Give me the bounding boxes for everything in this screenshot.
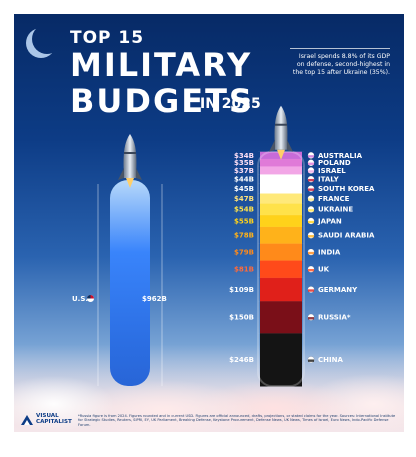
rocket-body bbox=[274, 105, 288, 150]
value-label-ukraine: $54B bbox=[234, 206, 254, 214]
countries-rocket-icon bbox=[269, 105, 293, 160]
country-label-germany: GERMANY bbox=[318, 286, 358, 294]
title-line-2: MILITARY bbox=[70, 46, 253, 84]
bar-germany bbox=[260, 277, 302, 302]
annotation-text: Israel spends 8.8% of its GDP on defense… bbox=[292, 53, 390, 76]
title-line-1: TOP 15 bbox=[70, 28, 145, 48]
label-us-name: U.S. bbox=[72, 295, 88, 303]
title-year: IN 2025 bbox=[200, 96, 261, 112]
country-label-russia: RUSSIA* bbox=[318, 314, 351, 322]
value-label-poland: $35B bbox=[234, 159, 254, 167]
value-label-italy: $44B bbox=[234, 176, 254, 184]
bar-russia bbox=[260, 301, 302, 334]
rocket-flame bbox=[277, 149, 285, 160]
countries-stack bbox=[257, 150, 305, 387]
value-label-japan: $55B bbox=[234, 217, 254, 225]
country-labels: $34B AUSTRALIA $35B POLAND $37B ISRAEL $44B ITA… bbox=[229, 151, 375, 364]
country-label-ukraine: UKRAINE bbox=[318, 206, 353, 214]
country-label-saudi-arabia: SAUDI ARABIA bbox=[318, 232, 375, 240]
country-label-italy: ITALY bbox=[318, 176, 340, 184]
country-label-poland: POLAND bbox=[318, 159, 351, 167]
value-label-saudi-arabia: $78B bbox=[234, 232, 254, 240]
value-label-south-korea: $45B bbox=[234, 185, 254, 193]
bar-uk bbox=[260, 260, 302, 279]
logo-text: VISUAL CAPITALIST bbox=[36, 413, 72, 425]
label-us-value: $962B bbox=[142, 295, 167, 303]
country-label-south-korea: SOUTH KOREA bbox=[318, 185, 375, 193]
logo-line-2: CAPITALIST bbox=[36, 419, 72, 425]
chart: U.S. $962B $34B AUSTRALIA $35B POLAND $37B ISR… bbox=[72, 105, 375, 387]
rocket-fin-right bbox=[136, 168, 142, 180]
country-label-japan: JAPAN bbox=[317, 217, 342, 225]
bar-us bbox=[110, 180, 150, 386]
us-group: U.S. $962B bbox=[72, 180, 167, 386]
bar-india bbox=[260, 243, 302, 262]
country-label-india: INDIA bbox=[318, 248, 341, 256]
clouds bbox=[14, 344, 404, 432]
visual-capitalist-logo-icon bbox=[21, 415, 33, 425]
bar-japan bbox=[260, 215, 302, 228]
value-label-israel: $37B bbox=[234, 167, 254, 175]
country-label-australia: AUSTRALIA bbox=[318, 152, 363, 160]
rocket-fin-left bbox=[118, 168, 124, 180]
rocket-fin-left bbox=[269, 139, 275, 152]
value-label-france: $47B bbox=[234, 195, 254, 203]
value-label-germany: $109B bbox=[229, 286, 254, 294]
bar-poland bbox=[260, 159, 302, 168]
rocket-band bbox=[124, 152, 136, 154]
title-line-3: BUDGETS bbox=[70, 82, 254, 120]
country-label-france: FRANCE bbox=[318, 195, 350, 203]
bar-france bbox=[260, 193, 302, 205]
us-rocket-icon bbox=[118, 134, 142, 188]
annotation-box: Israel spends 8.8% of its GDP on defense… bbox=[290, 48, 390, 77]
country-label-china: CHINA bbox=[318, 356, 343, 364]
footnote: *Russia figure is from 2024. Figures rou… bbox=[78, 414, 396, 427]
bar-china bbox=[260, 333, 302, 387]
logo-line-1: VISUAL bbox=[36, 413, 59, 419]
value-label-australia: $34B bbox=[234, 152, 254, 160]
value-label-china: $246B bbox=[229, 356, 254, 364]
flag-us-icon bbox=[87, 295, 94, 302]
rocket-flame bbox=[126, 178, 134, 188]
country-label-uk: UK bbox=[318, 266, 330, 274]
rocket-body bbox=[123, 134, 137, 178]
rocket-band bbox=[275, 123, 287, 126]
value-label-russia: $150B bbox=[229, 314, 254, 322]
value-label-uk: $81B bbox=[234, 266, 254, 274]
bar-israel bbox=[260, 166, 302, 175]
bar-ukraine bbox=[260, 203, 302, 216]
bar-italy bbox=[260, 174, 302, 185]
footer: VISUAL CAPITALIST *Russia figure is from… bbox=[20, 412, 400, 430]
rocket-fin-right bbox=[287, 139, 293, 152]
country-label-israel: ISRAEL bbox=[318, 167, 346, 175]
infographic: TOP 15 MILITARY BUDGETS IN 2025 Israel s… bbox=[14, 14, 404, 432]
bar-saudi-arabia bbox=[260, 226, 302, 245]
bar-south-korea bbox=[260, 183, 302, 194]
value-label-india: $79B bbox=[234, 248, 254, 256]
